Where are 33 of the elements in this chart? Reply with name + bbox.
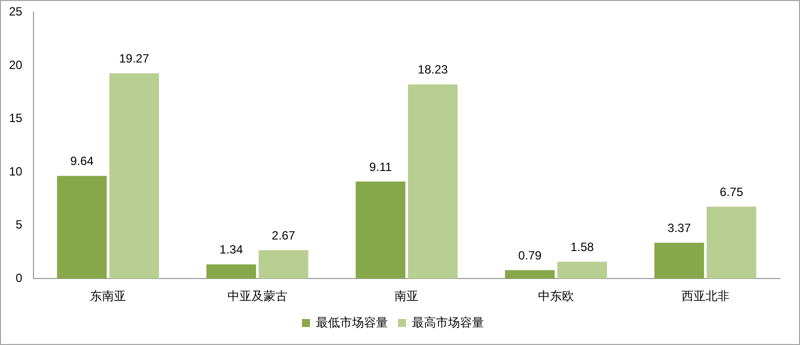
x-tick-label: 西亚北非: [681, 289, 730, 304]
bar: [109, 73, 159, 279]
x-tick-label: 中亚及蒙古: [227, 289, 288, 304]
data-label: 9.11: [369, 160, 392, 174]
y-tick-label: 15: [8, 111, 23, 126]
y-tick-label: 20: [8, 58, 23, 72]
data-label: 1.58: [570, 240, 594, 254]
bar: [57, 176, 107, 279]
y-tick-label: 25: [8, 4, 23, 19]
data-label: 1.34: [220, 242, 244, 257]
x-tick-label: 中东欧: [538, 289, 574, 304]
bar: [557, 262, 607, 279]
bar: [206, 264, 256, 279]
x-tick-label: 南亚: [394, 289, 419, 304]
bar: [258, 250, 308, 279]
bar: [706, 206, 756, 279]
bar: [505, 270, 555, 279]
legend-label: 最低市场容量: [316, 315, 388, 330]
data-label: 3.37: [668, 221, 692, 235]
data-label: 19.27: [119, 52, 150, 66]
legend-label: 最高市场容量: [412, 315, 484, 330]
data-label: 9.64: [70, 154, 94, 168]
bar: [654, 242, 704, 279]
data-label: 18.23: [418, 62, 448, 77]
y-tick-label: 10: [8, 164, 23, 178]
data-label: 0.79: [518, 248, 542, 262]
y-tick-label: 0: [16, 270, 23, 285]
bar: [408, 84, 458, 279]
bar: [356, 182, 406, 279]
data-label: 6.75: [720, 184, 744, 199]
x-tick-label: 东南亚: [90, 289, 126, 304]
y-tick-label: 5: [16, 218, 23, 232]
data-label: 2.67: [272, 228, 296, 242]
